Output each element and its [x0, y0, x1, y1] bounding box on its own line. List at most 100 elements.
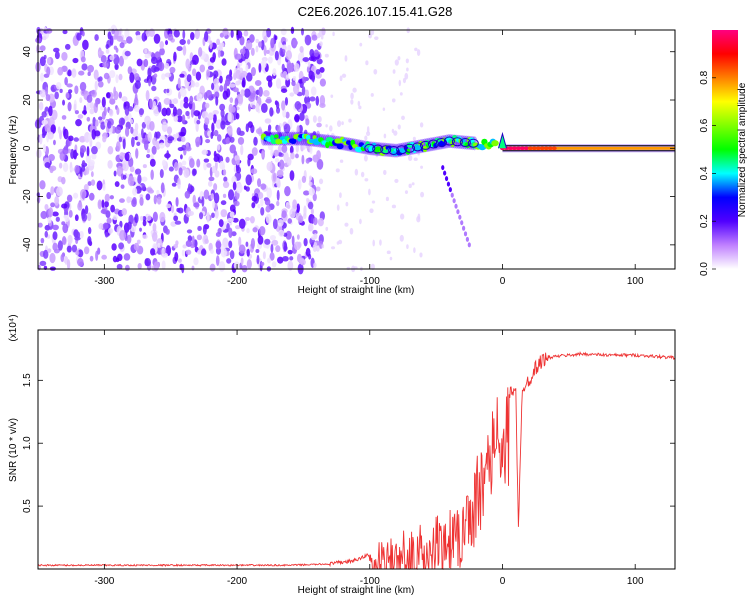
noise-dot	[132, 187, 138, 196]
noise-dot	[129, 118, 134, 124]
noise-dot	[276, 177, 281, 188]
noise-dot	[118, 73, 123, 81]
noise-dot	[46, 66, 51, 77]
noise-dot	[209, 263, 216, 272]
noise-dot	[134, 93, 138, 103]
noise-dot	[150, 169, 154, 181]
signal-band-outline	[380, 145, 392, 155]
noise-dot	[234, 53, 242, 60]
noise-dot	[336, 204, 340, 211]
noise-dot	[137, 174, 142, 185]
noise-dot	[260, 261, 265, 266]
noise-dot	[250, 47, 255, 56]
noise-dot	[215, 96, 219, 106]
noise-dot	[62, 223, 69, 234]
noise-dot	[184, 190, 191, 199]
noise-dot	[178, 167, 183, 176]
noise-dot	[229, 211, 235, 218]
noise-dot	[238, 244, 246, 254]
colorbar-ticks: 0.0 0.2 0.4 0.6 0.8	[699, 70, 716, 276]
noise-dot	[216, 144, 221, 151]
noise-dot	[285, 230, 292, 240]
noise-dot	[161, 260, 166, 270]
noise-dot	[341, 73, 347, 78]
signal-spike	[497, 131, 507, 149]
noise-dot	[159, 47, 165, 56]
noise-dot	[251, 202, 256, 209]
noise-dot	[45, 27, 53, 34]
noise-dot	[240, 144, 244, 156]
noise-dot	[104, 193, 110, 202]
noise-dot	[210, 193, 214, 200]
noise-dot	[247, 121, 253, 129]
noise-dot	[81, 30, 85, 37]
noise-dot	[173, 51, 177, 62]
signal-band-outline	[443, 136, 455, 146]
noise-dot	[406, 244, 409, 249]
noise-dot	[235, 80, 241, 86]
noise-dot	[262, 251, 266, 260]
noise-dot	[144, 48, 148, 54]
noise-dot	[235, 183, 243, 194]
noise-dot	[261, 103, 268, 114]
noise-dot	[141, 176, 148, 182]
noise-dot	[405, 58, 409, 64]
noise-dot	[293, 63, 300, 72]
noise-dot	[319, 67, 325, 73]
noise-dot	[413, 247, 416, 254]
noise-dot	[213, 183, 218, 191]
noise-dot	[232, 87, 239, 93]
steady-line-bead	[511, 146, 517, 151]
noise-dot	[411, 182, 415, 186]
noise-dot	[386, 250, 391, 255]
noise-dot	[39, 180, 46, 190]
noise-dot	[240, 89, 245, 97]
noise-dot	[55, 81, 62, 90]
noise-dot	[319, 78, 326, 87]
noise-dot	[266, 161, 273, 172]
noise-dot	[126, 234, 132, 244]
noise-dot	[211, 122, 215, 133]
signal-band-blob	[491, 140, 499, 147]
signal-band-outline	[435, 137, 447, 147]
noise-dot	[92, 116, 96, 127]
noise-dot	[213, 129, 219, 137]
noise-dot	[239, 36, 245, 46]
noise-dot	[89, 255, 94, 262]
noise-dot	[317, 32, 321, 39]
noise-dot	[281, 210, 287, 219]
noise-dot	[121, 208, 127, 216]
signal-tail-dot	[441, 165, 445, 171]
noise-dot	[64, 43, 71, 50]
signal-tail-dot	[454, 203, 458, 209]
noise-dot	[109, 35, 114, 46]
signal-band-blob	[438, 140, 446, 148]
noise-dot	[100, 106, 104, 111]
noise-dot	[135, 34, 142, 41]
noise-dot	[385, 196, 389, 202]
noise-dot	[109, 55, 115, 61]
noise-dot	[174, 220, 182, 225]
noise-dot	[175, 132, 179, 139]
noise-dot	[309, 49, 315, 58]
signal-band-outline	[459, 137, 471, 147]
noise-dot	[250, 66, 256, 77]
noise-dot	[312, 154, 319, 163]
noise-dot	[309, 96, 316, 102]
noise-dot	[47, 131, 54, 140]
y-tick-label: -20	[22, 189, 33, 204]
noise-dot	[199, 85, 205, 96]
colorbar-tick-label: 0.6	[699, 118, 710, 132]
noise-dot	[204, 102, 210, 109]
noise-dot	[153, 33, 161, 44]
noise-dot	[292, 199, 298, 210]
noise-dot	[185, 240, 192, 248]
noise-dot	[316, 122, 322, 128]
noise-dot	[172, 106, 178, 117]
noise-dot	[62, 29, 68, 35]
noise-dot	[217, 49, 221, 58]
noise-dot	[374, 36, 379, 40]
noise-dot	[336, 120, 342, 127]
noise-dot	[52, 231, 58, 240]
noise-dot	[208, 176, 215, 182]
